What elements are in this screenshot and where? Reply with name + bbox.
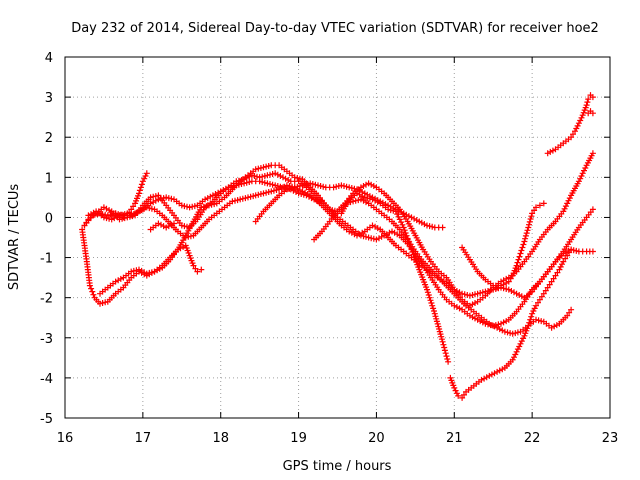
series-track-10 xyxy=(447,246,575,401)
chart-title: Day 232 of 2014, Sidereal Day-to-day VTE… xyxy=(71,21,599,36)
y-tick-label: 0 xyxy=(45,211,53,226)
y-tick-label: -1 xyxy=(40,252,53,267)
series-track-6 xyxy=(108,170,150,221)
series-track-13 xyxy=(585,108,596,117)
grid-layer xyxy=(65,57,610,418)
y-tick-label: -5 xyxy=(40,412,53,427)
point-markers xyxy=(459,200,547,291)
y-tick-label: -3 xyxy=(40,332,53,347)
y-tick-label: 2 xyxy=(45,131,53,146)
y-axis-label: SDTVAR / TECUs xyxy=(7,184,22,291)
series-track-12 xyxy=(544,92,596,157)
point-markers xyxy=(108,170,150,221)
x-tick-label: 18 xyxy=(212,431,229,446)
point-markers xyxy=(447,246,575,401)
y-tick-label: 3 xyxy=(45,91,53,106)
y-tick-label: -2 xyxy=(40,292,53,307)
series-track-8 xyxy=(252,180,446,231)
x-tick-label: 19 xyxy=(290,431,307,446)
series-track-7 xyxy=(147,220,177,233)
x-tick-label: 20 xyxy=(368,431,385,446)
y-tick-label: -4 xyxy=(40,372,53,387)
series-track-11 xyxy=(459,200,547,291)
point-markers xyxy=(81,182,575,337)
point-markers xyxy=(311,196,596,301)
y-tick-label: 4 xyxy=(45,51,53,66)
x-tick-label: 21 xyxy=(446,431,463,446)
point-markers xyxy=(585,108,596,117)
series-track-9 xyxy=(311,196,596,301)
point-markers xyxy=(544,92,596,157)
series-track-4 xyxy=(81,182,575,337)
point-markers xyxy=(147,220,177,233)
series-layer xyxy=(79,92,596,401)
point-markers xyxy=(97,242,205,297)
point-markers xyxy=(81,150,596,309)
plot-frame xyxy=(64,56,611,419)
x-tick-label: 23 xyxy=(602,431,619,446)
series-track-2 xyxy=(81,150,596,309)
series-track-5 xyxy=(97,242,205,297)
point-markers xyxy=(252,180,446,231)
x-tick-label: 22 xyxy=(524,431,541,446)
y-tick-label: 1 xyxy=(45,171,53,186)
x-axis-label: GPS time / hours xyxy=(283,459,392,474)
x-tick-label: 16 xyxy=(57,431,74,446)
x-tick-label: 17 xyxy=(135,431,152,446)
